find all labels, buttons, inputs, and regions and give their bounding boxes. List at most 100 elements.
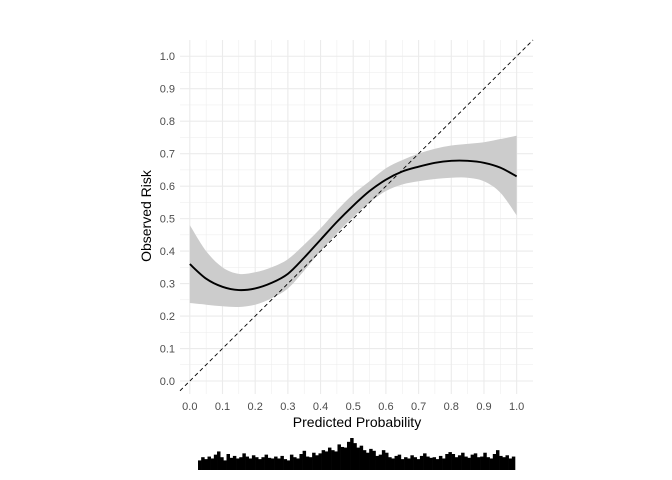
histogram-bar	[445, 454, 449, 470]
histogram-bar	[400, 459, 405, 470]
histogram-bar	[242, 453, 246, 470]
histogram-bar	[473, 453, 478, 470]
histogram-bar	[223, 460, 227, 470]
histogram-bar	[378, 454, 383, 470]
histogram-bar	[236, 458, 240, 470]
histogram-bar	[270, 458, 275, 470]
histogram-bar	[426, 456, 430, 470]
histogram-bar	[248, 458, 253, 470]
histogram-bar	[210, 458, 215, 470]
histogram-bar	[264, 454, 269, 470]
histogram-bar	[239, 457, 243, 470]
histogram-bar	[255, 457, 259, 470]
grid-lines	[180, 40, 533, 394]
histogram-bar	[467, 457, 471, 470]
histogram-bar	[385, 452, 389, 470]
histogram-bar	[423, 453, 427, 470]
x-tick-label: 0.3	[280, 401, 295, 413]
histogram-bar	[476, 457, 481, 470]
histogram-bar	[280, 455, 284, 470]
histogram-bar	[334, 451, 338, 470]
x-tick-label: 1.0	[509, 401, 524, 413]
histogram-bar	[495, 450, 500, 470]
histogram-bar	[201, 457, 205, 470]
histogram-bar	[457, 455, 462, 470]
y-tick-label: 0.2	[160, 311, 175, 323]
y-tick-label: 0.3	[160, 279, 175, 291]
histogram-bar	[340, 446, 345, 470]
histogram-bar	[299, 454, 303, 470]
histogram-bar	[217, 451, 221, 470]
x-tick-label: 0.9	[476, 401, 491, 413]
histogram-bar	[505, 455, 509, 470]
histogram-bar	[204, 459, 208, 470]
x-tick-label: 0.4	[313, 401, 328, 413]
histogram-bar	[198, 460, 202, 470]
probability-histogram	[198, 438, 516, 470]
confidence-band	[189, 135, 517, 308]
histogram-bar	[489, 458, 494, 470]
histogram-bar	[407, 458, 411, 470]
histogram-bar	[327, 447, 332, 470]
histogram-bar	[277, 458, 281, 470]
histogram-bar	[391, 458, 395, 470]
histogram-bar	[404, 457, 408, 470]
y-axis-title: Observed Risk	[138, 169, 154, 262]
histogram-bar	[381, 450, 386, 470]
histogram-bar	[429, 457, 433, 470]
histogram-bar	[267, 457, 272, 470]
x-tick-label: 0.1	[215, 401, 230, 413]
histogram-bar	[508, 458, 513, 470]
histogram-bar	[419, 455, 424, 470]
x-tick-label: 0.7	[411, 401, 426, 413]
histogram-bar	[359, 445, 364, 470]
histogram-bar	[451, 454, 456, 470]
histogram-bar	[321, 450, 326, 470]
calibration-curve	[189, 159, 518, 292]
y-tick-label: 0.5	[160, 214, 175, 226]
histogram-bar	[410, 455, 414, 470]
y-tick-label: 0.1	[160, 344, 175, 356]
histogram-bar	[331, 450, 335, 470]
histogram-bar	[274, 456, 278, 470]
histogram-bar	[289, 454, 294, 470]
histogram-bar	[394, 455, 399, 470]
ideal-calibration-line	[179, 39, 534, 392]
histogram-bar	[432, 457, 437, 470]
histogram-bar	[293, 457, 297, 470]
y-tick-label: 1.0	[160, 51, 175, 63]
y-tick-label: 0.8	[160, 116, 175, 128]
histogram-bar	[343, 447, 348, 470]
x-axis-ticks: 0.0 0.1 0.2 0.3 0.4 0.5 0.6 0.7 0.8 0.9 1.0	[182, 401, 524, 413]
histogram-bar	[372, 450, 376, 470]
histogram-bar	[305, 456, 310, 470]
histogram-bar	[315, 455, 319, 470]
histogram-bar	[324, 451, 329, 470]
histogram-bar	[464, 456, 468, 470]
histogram-bar	[511, 456, 516, 470]
histogram-bar	[416, 459, 421, 470]
x-tick-label: 0.2	[248, 401, 263, 413]
y-tick-label: 0.0	[160, 376, 175, 388]
x-tick-label: 0.8	[444, 401, 459, 413]
histogram-bar	[308, 457, 313, 470]
x-axis-title: Predicted Probability	[293, 414, 421, 430]
histogram-bar	[448, 452, 452, 470]
y-tick-label: 0.7	[160, 149, 175, 161]
histogram-bar	[483, 452, 487, 470]
histogram-bar	[366, 452, 370, 470]
histogram-bar	[375, 455, 379, 470]
histogram-bar	[454, 457, 459, 470]
histogram-bar	[369, 448, 373, 470]
histogram-bar	[362, 450, 367, 470]
histogram-bar	[438, 455, 443, 470]
histogram-bar	[470, 454, 475, 470]
histogram-bar	[480, 456, 484, 470]
histogram-bar	[251, 455, 256, 470]
histogram-bar	[213, 454, 218, 470]
histogram-bar	[502, 457, 506, 470]
histogram-bar	[353, 443, 357, 470]
histogram-bar	[261, 457, 265, 470]
